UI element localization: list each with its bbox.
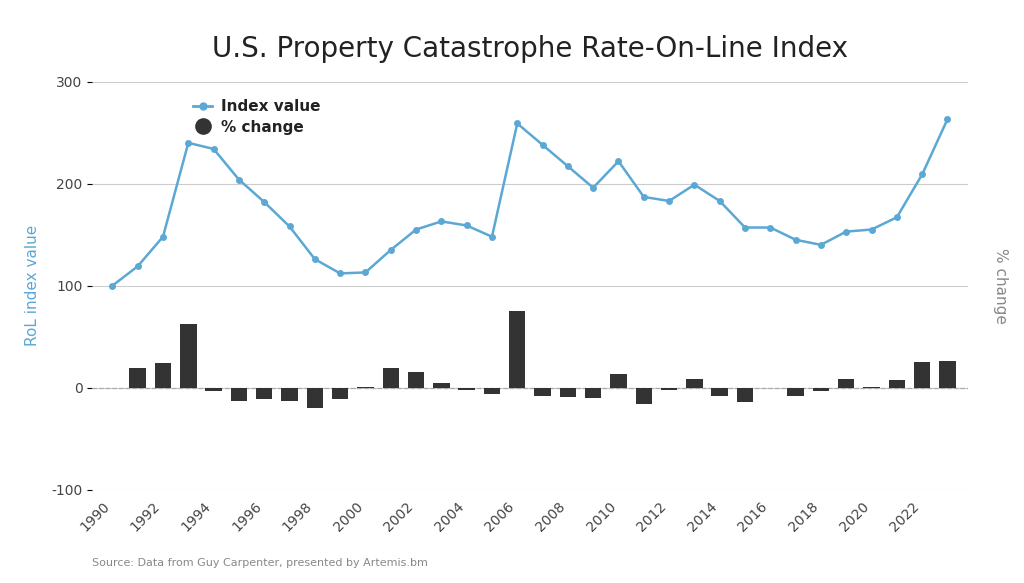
Bar	[383, 368, 399, 388]
Bar	[610, 374, 627, 388]
Bar	[256, 388, 272, 399]
Bar	[129, 368, 146, 388]
Bar	[206, 388, 222, 391]
Bar	[838, 378, 854, 388]
Title: U.S. Property Catastrophe Rate-On-Line Index: U.S. Property Catastrophe Rate-On-Line I…	[212, 34, 848, 62]
Bar	[585, 388, 601, 398]
Bar	[889, 380, 905, 388]
Bar	[408, 373, 424, 388]
Legend: Index value, % change: Index value, % change	[187, 93, 327, 141]
Bar	[787, 388, 804, 396]
Bar	[636, 388, 652, 404]
Bar	[535, 388, 551, 396]
Bar	[660, 388, 677, 389]
Bar	[483, 388, 500, 394]
Bar	[863, 387, 880, 388]
Bar	[230, 388, 247, 401]
Bar	[332, 388, 348, 399]
Bar	[155, 363, 171, 388]
Bar	[433, 382, 450, 388]
Bar	[282, 388, 298, 401]
Y-axis label: RoL index value: RoL index value	[25, 225, 40, 346]
Bar	[180, 324, 197, 388]
Bar	[459, 388, 475, 389]
Bar	[813, 388, 829, 391]
Bar	[686, 378, 702, 388]
Bar	[357, 387, 374, 388]
Bar	[306, 388, 323, 408]
Bar	[509, 311, 525, 388]
Bar	[712, 388, 728, 396]
Bar	[737, 388, 754, 402]
Bar	[939, 361, 955, 388]
Text: Source: Data from Guy Carpenter, presented by Artemis.bm: Source: Data from Guy Carpenter, present…	[92, 559, 428, 568]
Y-axis label: % change: % change	[992, 248, 1008, 324]
Bar	[913, 362, 931, 388]
Bar	[560, 388, 577, 397]
